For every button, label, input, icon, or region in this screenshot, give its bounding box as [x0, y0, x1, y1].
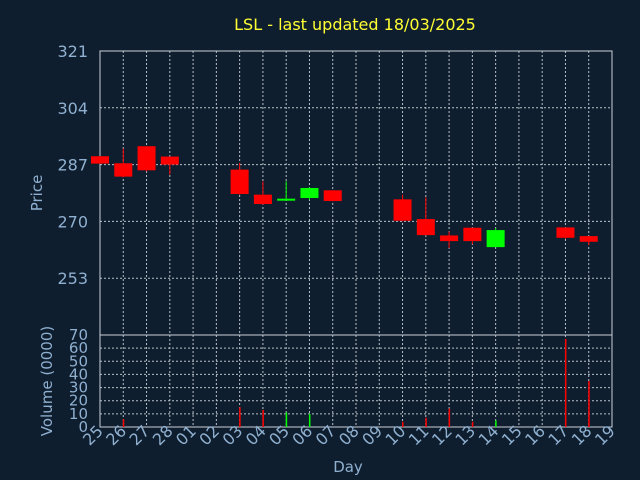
x-ticks: 2526272801020304050607080910111213141516… [79, 421, 619, 449]
candle-body [253, 194, 272, 205]
volume-bar [239, 407, 241, 427]
price-tick-label: 270 [57, 212, 88, 231]
candle-body [137, 146, 156, 171]
candle-body [440, 235, 459, 242]
volume-tick-label: 40 [69, 365, 88, 383]
chart-title: LSL - last updated 18/03/2025 [234, 15, 476, 34]
candle-body [323, 190, 342, 202]
price-tick-label: 304 [57, 99, 88, 118]
volume-axis-label: Volume (0000) [38, 326, 56, 436]
price-tick-label: 253 [57, 269, 88, 288]
candle-body [393, 199, 412, 221]
candle-body [160, 156, 179, 165]
volume-grid [100, 334, 612, 428]
volume-bar [122, 419, 125, 427]
x-axis-label: Day [333, 458, 363, 476]
candle-body [91, 156, 109, 164]
price-tick-label: 287 [57, 156, 88, 175]
volume-tick-label: 0 [78, 418, 88, 436]
candles [91, 146, 598, 249]
volume-bar [425, 417, 427, 427]
candle-body [556, 227, 575, 238]
volume-bar [262, 409, 264, 427]
volume-plot-frame [99, 334, 613, 428]
volume-bar [402, 421, 404, 427]
volume-tick-label: 30 [69, 379, 88, 397]
volume-tick-label: 20 [69, 392, 88, 410]
volume-bar [588, 381, 590, 427]
x-tick-label: 19 [591, 421, 619, 449]
candle-body [579, 236, 598, 242]
volume-tick-label: 70 [69, 326, 88, 344]
volume-bars [122, 338, 590, 427]
candle-body [486, 230, 505, 248]
volume-bar [564, 338, 567, 427]
volume-tick-label: 60 [69, 339, 88, 357]
volume-bar [495, 420, 497, 427]
price-grid [100, 50, 612, 335]
price-axis-label: Price [28, 175, 46, 212]
volume-bar [471, 421, 474, 427]
candle-body [416, 219, 435, 236]
candle-body [114, 163, 133, 177]
volume-bar [448, 408, 451, 427]
price-y-ticks: 253 270 287 304 321 [57, 42, 88, 288]
volume-bar [308, 413, 311, 427]
candle-body [300, 187, 319, 199]
candle-body [463, 227, 482, 242]
price-tick-label: 321 [57, 42, 88, 61]
volume-tick-label: 10 [69, 405, 88, 423]
volume-tick-label: 50 [69, 352, 88, 370]
volume-bar [285, 412, 288, 427]
candle-body [230, 169, 249, 195]
candle-body [277, 198, 296, 201]
